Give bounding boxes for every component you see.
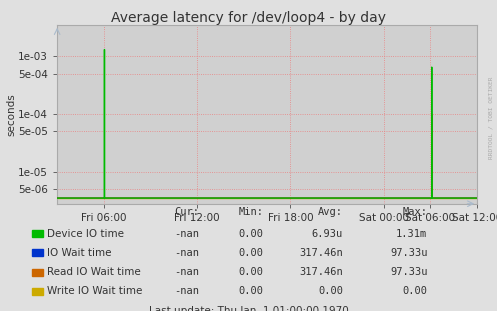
Text: 97.33u: 97.33u <box>390 248 427 258</box>
Text: Write IO Wait time: Write IO Wait time <box>47 286 143 296</box>
Text: Read IO Wait time: Read IO Wait time <box>47 267 141 277</box>
Y-axis label: seconds: seconds <box>7 93 17 136</box>
Text: RRDTOOL / TOBI OETIKER: RRDTOOL / TOBI OETIKER <box>489 77 494 160</box>
Text: 0.00: 0.00 <box>239 286 263 296</box>
Text: 6.93u: 6.93u <box>312 229 343 239</box>
Text: Device IO time: Device IO time <box>47 229 124 239</box>
Text: Cur:: Cur: <box>174 207 199 216</box>
Text: Last update: Thu Jan  1 01:00:00 1970: Last update: Thu Jan 1 01:00:00 1970 <box>149 306 348 311</box>
Text: -nan: -nan <box>174 267 199 277</box>
Text: -nan: -nan <box>174 286 199 296</box>
Text: -nan: -nan <box>174 248 199 258</box>
Text: 1.31m: 1.31m <box>396 229 427 239</box>
Text: 317.46n: 317.46n <box>299 248 343 258</box>
Text: Min:: Min: <box>239 207 263 216</box>
Text: Max:: Max: <box>403 207 427 216</box>
Text: IO Wait time: IO Wait time <box>47 248 112 258</box>
Text: 0.00: 0.00 <box>239 248 263 258</box>
Text: Average latency for /dev/loop4 - by day: Average latency for /dev/loop4 - by day <box>111 11 386 25</box>
Text: 97.33u: 97.33u <box>390 267 427 277</box>
Text: 0.00: 0.00 <box>239 229 263 239</box>
Text: 0.00: 0.00 <box>318 286 343 296</box>
Text: -nan: -nan <box>174 229 199 239</box>
Text: 317.46n: 317.46n <box>299 267 343 277</box>
Text: 0.00: 0.00 <box>239 267 263 277</box>
Text: 0.00: 0.00 <box>403 286 427 296</box>
Text: Avg:: Avg: <box>318 207 343 216</box>
